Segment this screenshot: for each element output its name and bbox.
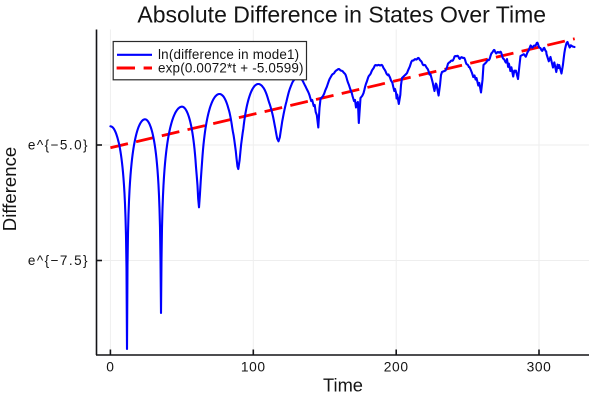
svg-text:Absolute Difference in States: Absolute Difference in States Over Time [137, 2, 546, 28]
svg-text:300: 300 [527, 360, 552, 375]
svg-text:ln(difference in mode1): ln(difference in mode1) [158, 47, 299, 62]
svg-text:Difference: Difference [0, 147, 20, 231]
svg-text:200: 200 [384, 360, 409, 375]
svg-text:0: 0 [106, 360, 114, 375]
svg-text:e^{−7.5}: e^{−7.5} [28, 253, 89, 268]
svg-text:e^{−5.0}: e^{−5.0} [28, 138, 89, 153]
svg-text:Time: Time [323, 375, 363, 396]
svg-text:100: 100 [241, 360, 266, 375]
svg-text:exp(0.0072*t + -5.0599): exp(0.0072*t + -5.0599) [158, 61, 304, 76]
